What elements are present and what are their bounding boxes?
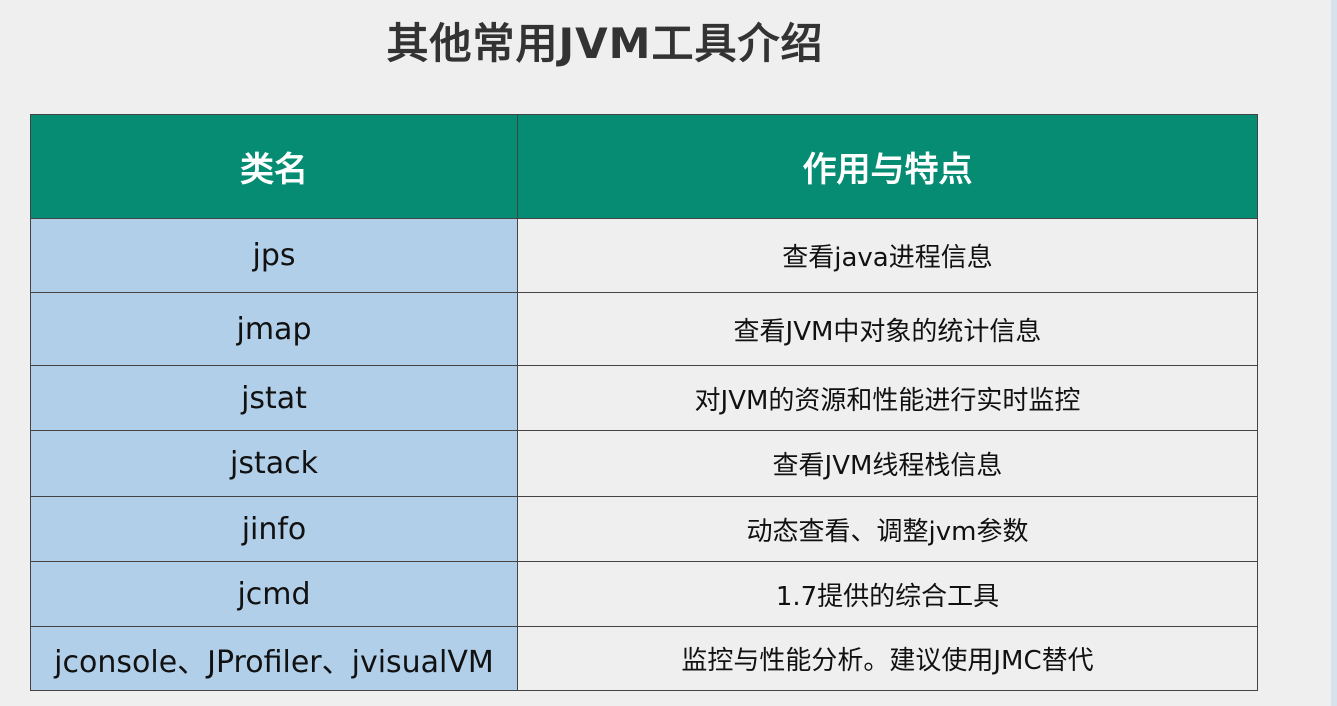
tool-name: jcmd — [30, 561, 518, 627]
tools-table: 类名 作用与特点 jps 查看java进程信息 jmap 查看JVM中对象的统计信息 j… — [30, 114, 1258, 691]
table-header: 类名 作用与特点 — [30, 114, 1258, 219]
table-row: jconsole、JProfiler、jvisualVM 监控与性能分析。建议使用… — [30, 626, 1258, 691]
table-row: jmap 查看JVM中对象的统计信息 — [30, 292, 1258, 366]
window-edge — [1331, 0, 1337, 706]
tool-description: 1.7提供的综合工具 — [517, 561, 1258, 627]
tool-name: jstat — [30, 365, 518, 431]
table-row: jinfo 动态查看、调整jvm参数 — [30, 496, 1258, 562]
table-row: jcmd 1.7提供的综合工具 — [30, 561, 1258, 627]
table-row: jps 查看java进程信息 — [30, 218, 1258, 293]
tool-name: jmap — [30, 292, 518, 366]
tool-name: jstack — [30, 430, 518, 497]
tool-description: 动态查看、调整jvm参数 — [517, 496, 1258, 562]
tool-description: 对JVM的资源和性能进行实时监控 — [517, 365, 1258, 431]
table-row: jstat 对JVM的资源和性能进行实时监控 — [30, 365, 1258, 431]
header-description: 作用与特点 — [517, 114, 1258, 219]
tool-description: 监控与性能分析。建议使用JMC替代 — [517, 626, 1258, 691]
tool-description: 查看java进程信息 — [517, 218, 1258, 293]
header-class-name: 类名 — [30, 114, 518, 219]
table-row: jstack 查看JVM线程栈信息 — [30, 430, 1258, 497]
page-title: 其他常用JVM工具介绍 — [386, 19, 824, 68]
tool-description: 查看JVM线程栈信息 — [517, 430, 1258, 497]
tool-name: jinfo — [30, 496, 518, 562]
tool-description: 查看JVM中对象的统计信息 — [517, 292, 1258, 366]
tool-name: jconsole、JProfiler、jvisualVM — [30, 626, 518, 691]
tool-name: jps — [30, 218, 518, 293]
